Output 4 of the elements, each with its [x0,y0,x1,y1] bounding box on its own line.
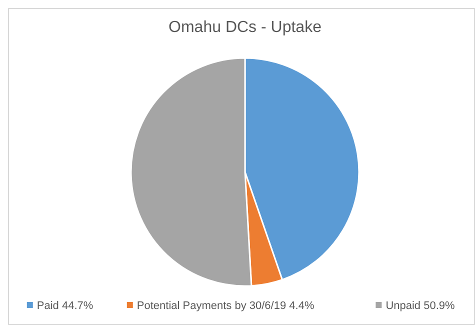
legend-label: Potential Payments by 30/6/19 4.4% [136,300,314,312]
chart-title: Omahu DCs - Uptake [168,19,322,36]
legend-label: Unpaid 50.9% [386,300,456,312]
legend-label: Paid 44.7% [36,300,94,312]
